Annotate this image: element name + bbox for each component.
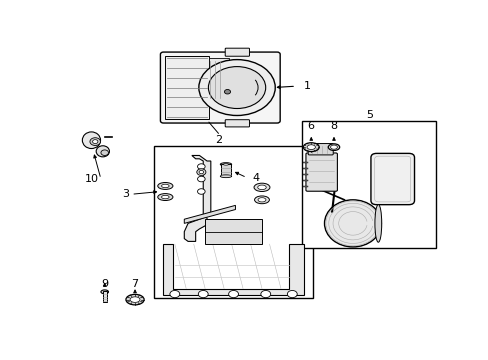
Text: 8: 8 bbox=[330, 121, 337, 131]
Text: 9: 9 bbox=[101, 279, 108, 288]
Ellipse shape bbox=[220, 175, 231, 177]
Circle shape bbox=[199, 60, 275, 116]
Text: 6: 6 bbox=[307, 121, 314, 131]
Ellipse shape bbox=[257, 185, 265, 190]
Text: 3: 3 bbox=[122, 189, 129, 199]
Ellipse shape bbox=[101, 290, 108, 294]
Ellipse shape bbox=[254, 196, 269, 204]
Polygon shape bbox=[163, 244, 303, 296]
Polygon shape bbox=[184, 205, 235, 223]
Bar bbox=[102, 291, 106, 302]
FancyBboxPatch shape bbox=[160, 52, 280, 123]
Ellipse shape bbox=[327, 144, 339, 150]
Circle shape bbox=[196, 169, 205, 175]
Text: 10: 10 bbox=[84, 174, 98, 184]
FancyBboxPatch shape bbox=[225, 120, 249, 127]
FancyBboxPatch shape bbox=[225, 48, 249, 56]
Ellipse shape bbox=[306, 145, 315, 149]
Text: 7: 7 bbox=[131, 279, 138, 289]
Circle shape bbox=[228, 291, 238, 298]
Ellipse shape bbox=[130, 297, 140, 302]
Text: 2: 2 bbox=[214, 135, 222, 145]
Circle shape bbox=[197, 189, 205, 194]
Ellipse shape bbox=[253, 183, 269, 192]
Bar bbox=[220, 164, 231, 176]
Circle shape bbox=[208, 67, 265, 108]
Circle shape bbox=[224, 90, 230, 94]
Ellipse shape bbox=[258, 198, 265, 202]
Ellipse shape bbox=[158, 183, 173, 189]
Ellipse shape bbox=[303, 143, 319, 152]
Circle shape bbox=[197, 164, 205, 169]
Ellipse shape bbox=[220, 163, 231, 166]
Text: 1: 1 bbox=[304, 81, 310, 91]
Bar bbox=[165, 56, 208, 120]
FancyBboxPatch shape bbox=[307, 144, 332, 155]
Circle shape bbox=[199, 170, 203, 174]
Circle shape bbox=[90, 138, 101, 145]
Ellipse shape bbox=[82, 132, 101, 149]
Bar bbox=[154, 146, 312, 298]
Text: 5: 5 bbox=[366, 110, 373, 120]
Circle shape bbox=[198, 291, 208, 298]
Ellipse shape bbox=[161, 184, 169, 188]
Polygon shape bbox=[184, 156, 210, 242]
Circle shape bbox=[92, 140, 98, 144]
Circle shape bbox=[287, 291, 297, 298]
Ellipse shape bbox=[324, 200, 381, 247]
Ellipse shape bbox=[223, 163, 228, 165]
Bar bbox=[208, 58, 228, 101]
Ellipse shape bbox=[330, 145, 337, 149]
Circle shape bbox=[260, 291, 270, 298]
Circle shape bbox=[101, 150, 108, 156]
Bar bbox=[301, 121, 435, 248]
FancyBboxPatch shape bbox=[370, 153, 414, 205]
FancyBboxPatch shape bbox=[305, 153, 337, 191]
Ellipse shape bbox=[374, 204, 381, 242]
Ellipse shape bbox=[126, 294, 144, 305]
Ellipse shape bbox=[96, 146, 109, 157]
Circle shape bbox=[197, 176, 205, 182]
Text: 4: 4 bbox=[251, 173, 259, 183]
Ellipse shape bbox=[158, 194, 173, 201]
Ellipse shape bbox=[161, 195, 169, 199]
Circle shape bbox=[169, 291, 180, 298]
Bar bbox=[205, 219, 262, 244]
